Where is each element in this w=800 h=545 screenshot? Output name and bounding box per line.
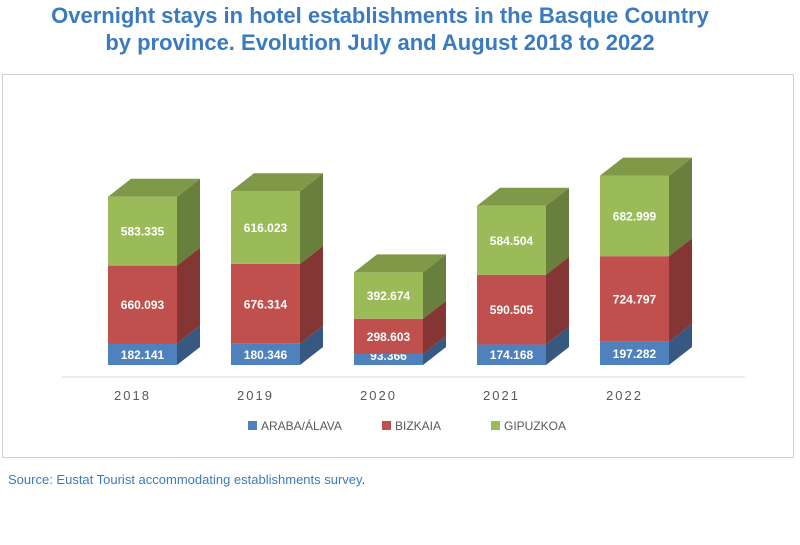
data-label-2019-2: 616.023 — [244, 221, 288, 235]
data-label-2021-0: 174.168 — [490, 348, 534, 362]
bar-2022-1 — [600, 256, 669, 342]
bar-side-2019-2 — [300, 173, 323, 264]
bar-2020-0 — [354, 353, 423, 365]
legend-label-2: GIPUZKOA — [504, 419, 566, 433]
data-label-2022-1: 724.797 — [613, 292, 657, 306]
bar-2018-2 — [108, 196, 177, 266]
source-text: Source: Eustat Tourist accommodating est… — [8, 472, 362, 487]
data-label-2019-0: 180.346 — [244, 348, 288, 362]
legend-label-1: BIZKAIA — [395, 419, 441, 433]
legend-label-0: ARABA/ÁLAVA — [261, 418, 342, 433]
data-label-2018-1: 660.093 — [121, 298, 165, 312]
bar-top-2019 — [231, 173, 323, 192]
bar-side-2019-1 — [300, 245, 323, 344]
bar-2020-1 — [354, 318, 423, 354]
x-tick-label-2021: 2021 — [483, 388, 520, 403]
bar-2020-2 — [354, 272, 423, 319]
bar-2018-0 — [108, 343, 177, 365]
bar-side-2022-2 — [669, 157, 692, 257]
bar-2022-2 — [600, 175, 669, 257]
bar-2022-0 — [600, 341, 669, 365]
bar-top-2018 — [108, 178, 200, 197]
bar-2018-1 — [108, 265, 177, 344]
bar-side-2020-0 — [423, 335, 446, 365]
data-label-2018-0: 182.141 — [121, 348, 165, 362]
bar-2019-0 — [231, 343, 300, 365]
bar-2019-2 — [231, 191, 300, 264]
x-tick-label-2019: 2019 — [237, 388, 274, 403]
data-label-2018-2: 583.335 — [121, 225, 165, 239]
bar-2021-1 — [477, 274, 546, 345]
legend-swatch-0 — [248, 421, 257, 430]
source-note: Source: Eustat Tourist accommodating est… — [8, 472, 365, 487]
source-period: . — [361, 472, 366, 487]
data-label-2021-2: 584.504 — [490, 234, 534, 248]
bar-side-2021-0 — [546, 326, 569, 365]
bar-2021-2 — [477, 205, 546, 275]
bar-side-2020-2 — [423, 254, 446, 319]
bar-top-2021 — [477, 187, 569, 206]
bar-side-2021-1 — [546, 256, 569, 345]
bar-2021-0 — [477, 344, 546, 365]
bar-side-2018-0 — [177, 325, 200, 365]
data-label-2022-2: 682.999 — [613, 209, 657, 223]
bar-side-2019-0 — [300, 325, 323, 365]
legend-swatch-2 — [491, 421, 500, 430]
bar-side-2022-0 — [669, 323, 692, 365]
legend-swatch-1 — [382, 421, 391, 430]
data-label-2019-1: 676.314 — [244, 297, 288, 311]
data-label-2020-2: 392.674 — [367, 289, 411, 303]
bar-side-2022-1 — [669, 238, 692, 342]
x-tick-label-2018: 2018 — [114, 388, 151, 403]
x-tick-label-2022: 2022 — [606, 388, 643, 403]
x-tick-label-2020: 2020 — [360, 388, 397, 403]
data-label-2021-1: 590.505 — [490, 303, 534, 317]
bar-side-2018-2 — [177, 178, 200, 266]
bar-side-2018-1 — [177, 247, 200, 344]
data-label-2022-0: 197.282 — [613, 347, 657, 361]
bar-side-2021-2 — [546, 187, 569, 275]
bar-top-2020 — [354, 254, 446, 273]
bar-side-2020-1 — [423, 300, 446, 354]
bar-top-2022 — [600, 157, 692, 176]
chart-title-line-1: Overnight stays in hotel establishments … — [51, 3, 709, 28]
data-label-2020-1: 298.603 — [367, 330, 411, 344]
chart-title-line-2: by province. Evolution July and August 2… — [105, 30, 655, 55]
chart-title: Overnight stays in hotel establishments … — [0, 2, 760, 56]
bar-2019-1 — [231, 263, 300, 344]
